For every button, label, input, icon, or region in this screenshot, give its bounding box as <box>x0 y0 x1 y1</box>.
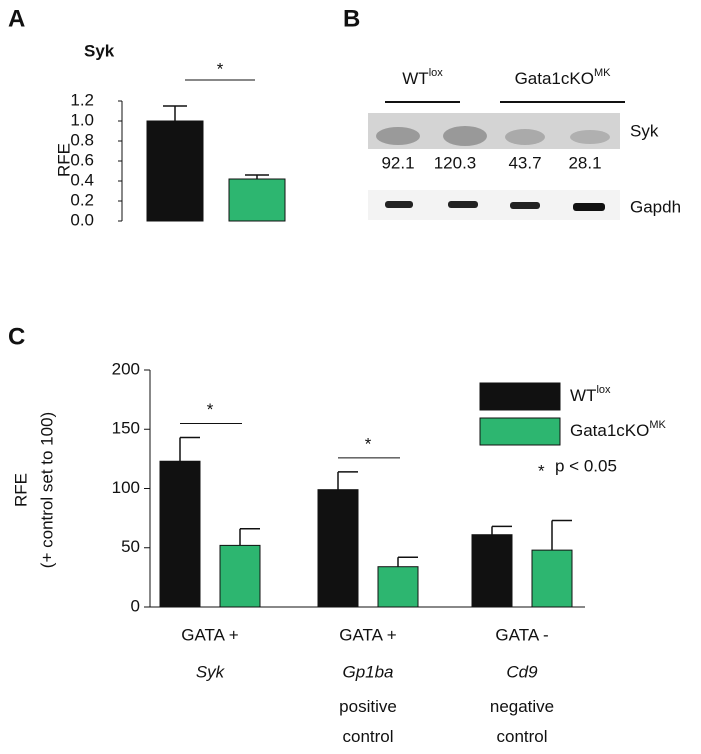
y-axis-label: RFE <box>54 143 73 177</box>
y-tick-label: 200 <box>112 359 140 378</box>
sub-label-line: negative <box>490 697 554 716</box>
y-tick-label: 0.8 <box>70 130 94 149</box>
label-with-sup: WTlox <box>402 67 443 89</box>
note-text: p < 0.05 <box>555 456 617 475</box>
sub-label: positive control <box>339 697 397 746</box>
blot-band <box>443 126 487 146</box>
blot-band <box>573 203 605 211</box>
bar <box>531 549 573 608</box>
panel-label: B <box>343 5 360 32</box>
bar <box>159 460 201 608</box>
y-tick-label: 0.4 <box>70 170 94 189</box>
panel-label: C <box>8 323 25 350</box>
y-tick-label: 1.2 <box>70 90 94 109</box>
blot-band <box>510 202 540 209</box>
gene-label: Gp1ba <box>342 662 393 681</box>
bar <box>219 544 261 608</box>
y-tick-label: 0.2 <box>70 190 94 209</box>
chart-title: Syk <box>84 41 115 60</box>
legend-label: Gata1cKOMK <box>570 419 667 441</box>
legend-name: WT <box>570 386 596 405</box>
bar <box>317 489 359 608</box>
superscript: MK <box>594 67 611 79</box>
blot-band <box>505 129 545 145</box>
label: WT <box>402 69 428 88</box>
sub-label: negative control <box>490 697 554 746</box>
x-tick-label: GATA + <box>181 625 239 644</box>
note-symbol: * <box>538 461 545 480</box>
blot-band <box>570 130 610 144</box>
y-tick-label: 0.0 <box>70 210 94 229</box>
label-with-sup: Gata1cKOMK <box>515 67 612 89</box>
superscript: lox <box>429 67 444 79</box>
blot-band <box>448 201 478 208</box>
y-tick-label: 150 <box>112 419 140 438</box>
panel-label: A <box>8 5 25 32</box>
band-value: 120.3 <box>434 153 477 172</box>
significance: * <box>365 434 372 453</box>
y-axis-label: RFE <box>11 473 30 507</box>
bar <box>228 178 286 222</box>
legend-sup: MK <box>649 419 666 431</box>
row-label: Syk <box>630 121 659 140</box>
sub-label-line: control <box>342 727 393 746</box>
label: Gata1cKO <box>515 69 594 88</box>
y-tick-label: 0.6 <box>70 150 94 169</box>
y-axis-label: (+ control set to 100) <box>37 412 56 568</box>
gene-label: Cd9 <box>506 662 538 681</box>
bar <box>146 120 204 222</box>
y-tick-label: 0 <box>131 596 140 615</box>
sub-label-line: control <box>496 727 547 746</box>
significance: * <box>217 59 224 78</box>
legend-name: Gata1cKO <box>570 421 649 440</box>
legend-swatch <box>479 417 561 446</box>
y-tick-label: 100 <box>112 478 140 497</box>
bar <box>377 566 419 608</box>
row-label: Gapdh <box>630 197 681 216</box>
y-tick-label: 1.0 <box>70 110 94 129</box>
band-value: 28.1 <box>568 153 601 172</box>
sub-label-line: positive <box>339 697 397 716</box>
band-value: 92.1 <box>381 153 414 172</box>
gene-label: Syk <box>196 662 226 681</box>
significance: * <box>207 400 214 419</box>
blot-band <box>385 201 413 208</box>
blot-band <box>376 127 420 145</box>
legend-label: WTlox <box>570 384 611 406</box>
x-tick-label: GATA - <box>495 625 548 644</box>
legend-sup: lox <box>596 384 611 396</box>
x-tick-label: GATA + <box>339 625 397 644</box>
legend-swatch <box>479 382 561 411</box>
bar <box>471 534 513 608</box>
y-tick-label: 50 <box>121 537 140 556</box>
band-value: 43.7 <box>508 153 541 172</box>
